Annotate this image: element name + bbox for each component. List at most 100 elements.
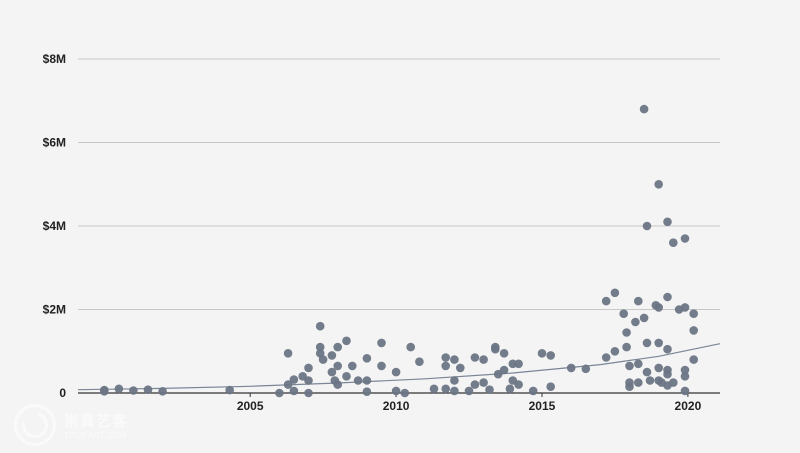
data-point bbox=[441, 353, 451, 362]
data-point bbox=[342, 336, 351, 346]
data-point bbox=[566, 363, 576, 373]
data-point bbox=[429, 384, 439, 394]
data-point bbox=[129, 386, 138, 395]
y-tick-label: $6M bbox=[43, 136, 66, 150]
data-point bbox=[499, 365, 509, 375]
watermark-subtitle: TRUEART.COM bbox=[64, 431, 128, 440]
data-point bbox=[680, 234, 690, 243]
data-point bbox=[315, 342, 325, 352]
data-point bbox=[289, 375, 299, 384]
data-point bbox=[610, 347, 620, 356]
data-point bbox=[601, 353, 611, 362]
data-point bbox=[642, 338, 652, 348]
trend-line bbox=[77, 343, 721, 391]
data-point bbox=[622, 328, 631, 337]
data-point bbox=[634, 296, 643, 306]
y-tick-labels: 0 $2M $4M $6M $8M bbox=[43, 52, 67, 400]
data-point bbox=[669, 378, 678, 387]
data-point bbox=[333, 380, 343, 389]
data-point bbox=[348, 361, 357, 371]
data-point bbox=[491, 344, 500, 354]
data-point bbox=[663, 344, 672, 354]
data-point bbox=[622, 342, 631, 352]
data-point bbox=[315, 321, 325, 331]
y-tick-label: $2M bbox=[43, 303, 66, 317]
data-point bbox=[283, 380, 293, 389]
data-point bbox=[642, 221, 652, 231]
data-point bbox=[514, 380, 523, 389]
data-point bbox=[400, 388, 410, 398]
camera-lens-logo-icon bbox=[14, 404, 56, 446]
data-point bbox=[680, 372, 690, 381]
y-tick-label: $4M bbox=[43, 219, 66, 233]
data-point bbox=[479, 355, 488, 364]
data-point bbox=[625, 382, 634, 392]
data-point bbox=[470, 380, 480, 389]
data-point bbox=[464, 386, 474, 396]
data-point bbox=[619, 309, 628, 319]
data-point bbox=[663, 217, 672, 227]
data-point bbox=[601, 296, 611, 306]
data-point bbox=[505, 384, 515, 394]
gridlines bbox=[78, 58, 720, 310]
data-point bbox=[680, 365, 690, 375]
data-point bbox=[391, 386, 401, 396]
data-point bbox=[639, 313, 649, 323]
data-points bbox=[100, 104, 698, 398]
x-tick-labels: 2005 2010 2015 2020 bbox=[237, 399, 702, 413]
data-point bbox=[114, 384, 124, 394]
data-point bbox=[333, 342, 343, 352]
data-point bbox=[610, 288, 620, 298]
data-point bbox=[406, 342, 416, 352]
data-point bbox=[485, 385, 494, 395]
data-point bbox=[450, 386, 459, 396]
data-point bbox=[499, 349, 509, 358]
data-point bbox=[441, 361, 451, 371]
data-point bbox=[327, 351, 337, 360]
data-point bbox=[645, 376, 655, 385]
data-point bbox=[680, 386, 690, 396]
data-point bbox=[450, 376, 459, 385]
data-point bbox=[669, 238, 678, 247]
data-point bbox=[528, 386, 538, 396]
data-point bbox=[634, 359, 643, 369]
data-point bbox=[275, 388, 284, 398]
data-point bbox=[304, 388, 313, 398]
data-point bbox=[362, 376, 372, 385]
data-point bbox=[663, 369, 672, 379]
data-point bbox=[441, 384, 451, 394]
data-point bbox=[479, 378, 488, 387]
data-point bbox=[634, 378, 643, 387]
data-point bbox=[342, 372, 351, 381]
data-point bbox=[654, 363, 663, 373]
data-point bbox=[225, 385, 234, 395]
data-point bbox=[283, 349, 293, 358]
data-point bbox=[639, 104, 649, 114]
data-point bbox=[689, 355, 698, 364]
data-point bbox=[546, 382, 555, 392]
data-point bbox=[158, 387, 167, 396]
data-point bbox=[654, 303, 663, 312]
watermark-title: 崇真艺客 bbox=[64, 412, 129, 430]
data-point bbox=[362, 354, 372, 363]
data-point bbox=[514, 359, 523, 369]
data-point bbox=[689, 309, 698, 319]
y-tick-label: $8M bbox=[43, 52, 66, 66]
data-point bbox=[362, 387, 372, 397]
trend-curve bbox=[77, 343, 721, 391]
data-point bbox=[304, 376, 313, 385]
y-tick-label: 0 bbox=[59, 386, 66, 400]
data-point bbox=[689, 326, 698, 335]
data-point bbox=[304, 363, 313, 373]
data-point bbox=[327, 367, 337, 377]
x-tick-label: 2020 bbox=[675, 399, 702, 413]
data-point bbox=[663, 292, 672, 302]
data-point bbox=[100, 387, 109, 396]
data-point bbox=[680, 303, 690, 312]
data-point bbox=[546, 351, 555, 360]
data-point bbox=[537, 349, 547, 358]
data-point bbox=[353, 376, 363, 385]
data-point bbox=[654, 338, 663, 348]
x-tick-label: 2010 bbox=[383, 399, 410, 413]
